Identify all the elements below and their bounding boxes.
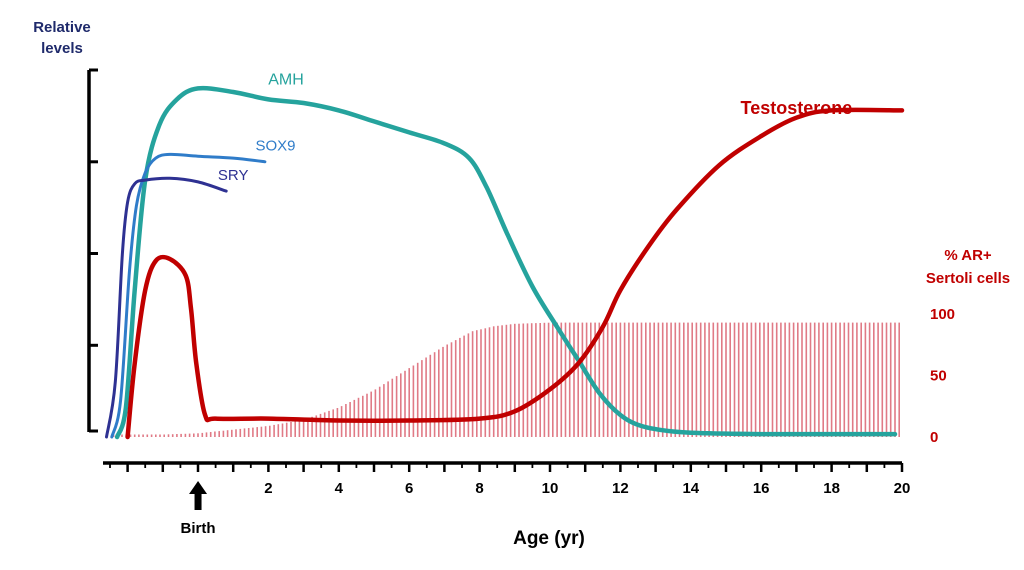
y-axis-label-line2: levels bbox=[41, 40, 83, 57]
x-tick-label: 20 bbox=[894, 480, 911, 497]
right-axis-label-line2: Sertoli cells bbox=[926, 270, 1010, 287]
series-labels: AMH SOX9 SRY Testosterone bbox=[218, 72, 852, 184]
axes bbox=[87, 70, 902, 465]
x-tick-label: 2 bbox=[264, 480, 272, 497]
x-tick-label: 12 bbox=[612, 480, 629, 497]
x-axis-label: Age (yr) bbox=[513, 528, 585, 549]
testosterone-line bbox=[125, 107, 905, 440]
x-ticks: 2 4 6 8 10 12 14 16 18 20 bbox=[109, 463, 911, 497]
sry-line bbox=[105, 176, 228, 439]
x-tick-label: 8 bbox=[475, 480, 483, 497]
amh-label: AMH bbox=[268, 72, 304, 89]
x-tick-label: 6 bbox=[405, 480, 413, 497]
right-axis-label-line1: % AR+ bbox=[944, 247, 992, 264]
right-tick-label: 50 bbox=[930, 368, 947, 385]
x-tick-label: 10 bbox=[542, 480, 559, 497]
x-tick-label: 18 bbox=[823, 480, 840, 497]
right-tick-label: 100 bbox=[930, 306, 955, 323]
sox9-line bbox=[110, 152, 267, 439]
x-tick-label: 14 bbox=[682, 480, 699, 497]
birth-label: Birth bbox=[181, 520, 216, 537]
birth-arrow-icon bbox=[189, 481, 208, 510]
sox9-label: SOX9 bbox=[255, 138, 295, 155]
left-y-ticks bbox=[89, 68, 98, 433]
ar-sertoli-bars bbox=[112, 322, 901, 437]
series-lines bbox=[105, 85, 905, 440]
sry-label: SRY bbox=[218, 167, 249, 184]
y-axis-label-line1: Relative bbox=[33, 19, 91, 36]
right-tick-label: 0 bbox=[930, 429, 938, 446]
birth-marker: Birth bbox=[181, 481, 216, 537]
right-y-ticks: 0 50 100 bbox=[930, 306, 955, 446]
amh-line bbox=[114, 85, 898, 440]
x-tick-label: 16 bbox=[753, 480, 770, 497]
testosterone-label: Testosterone bbox=[741, 98, 853, 118]
x-tick-label: 4 bbox=[335, 480, 344, 497]
